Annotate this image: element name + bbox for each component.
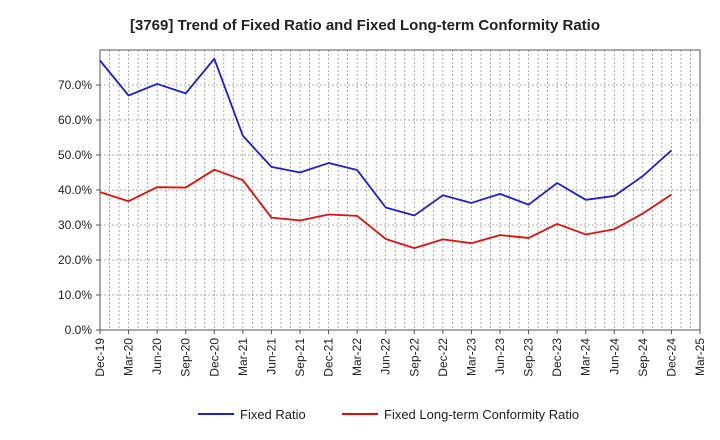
y-tick-label: 70.0% [58, 78, 92, 92]
x-tick-label: Dec-22 [436, 338, 450, 377]
x-tick-label: Dec-21 [322, 338, 336, 377]
chart-title: [3769] Trend of Fixed Ratio and Fixed Lo… [130, 17, 600, 34]
y-axis-ticks: 0.0% 10.0% 20.0% 30.0% 40.0% 50.0% 60.0% 70.0% [58, 78, 100, 337]
y-tick-label: 20.0% [58, 253, 92, 267]
x-tick-label: Dec-24 [664, 338, 678, 377]
x-tick-label: Mar-24 [579, 338, 593, 376]
x-tick-label: Dec-20 [207, 338, 221, 377]
x-tick-label: Mar-22 [350, 338, 364, 376]
x-tick-label: Jun-20 [150, 338, 164, 375]
x-tick-label: Mar-20 [122, 338, 136, 376]
x-tick-label: Sep-22 [407, 338, 421, 377]
x-tick-label: Jun-23 [493, 338, 507, 375]
x-tick-label: Sep-23 [522, 338, 536, 377]
x-tick-label: Mar-21 [236, 338, 250, 376]
series-line-1 [99, 57, 673, 217]
x-tick-label: Sep-24 [636, 338, 650, 377]
y-tick-label: 60.0% [58, 113, 92, 127]
y-tick-label: 50.0% [58, 148, 92, 162]
x-axis-ticks: Dec-19 Mar-20 Jun-20 Sep-20 Dec-20 Mar-21 Jun-… [93, 330, 707, 377]
series-line-2 [99, 168, 672, 249]
y-tick-label: 0.0% [65, 323, 93, 337]
x-tick-label: Sep-20 [179, 338, 193, 377]
x-tick-label: Jun-21 [264, 338, 278, 375]
series-layer [99, 57, 673, 249]
y-tick-label: 10.0% [58, 288, 92, 302]
x-tick-label: Jun-24 [607, 338, 621, 375]
x-tick-label: Jun-22 [379, 338, 393, 375]
x-tick-label: Sep-21 [293, 338, 307, 377]
legend: Fixed Ratio Fixed Long-term Conformity Ra… [198, 407, 579, 422]
y-tick-label: 30.0% [58, 218, 92, 232]
x-tick-label: Dec-23 [550, 338, 564, 377]
x-tick-label: Dec-19 [93, 338, 107, 377]
grid-layer [100, 50, 700, 330]
x-tick-label: Mar-23 [464, 338, 478, 376]
x-tick-label: Mar-25 [693, 338, 707, 376]
legend-label-2: Fixed Long-term Conformity Ratio [384, 407, 579, 422]
legend-label-1: Fixed Ratio [240, 407, 306, 422]
y-tick-label: 40.0% [58, 183, 92, 197]
